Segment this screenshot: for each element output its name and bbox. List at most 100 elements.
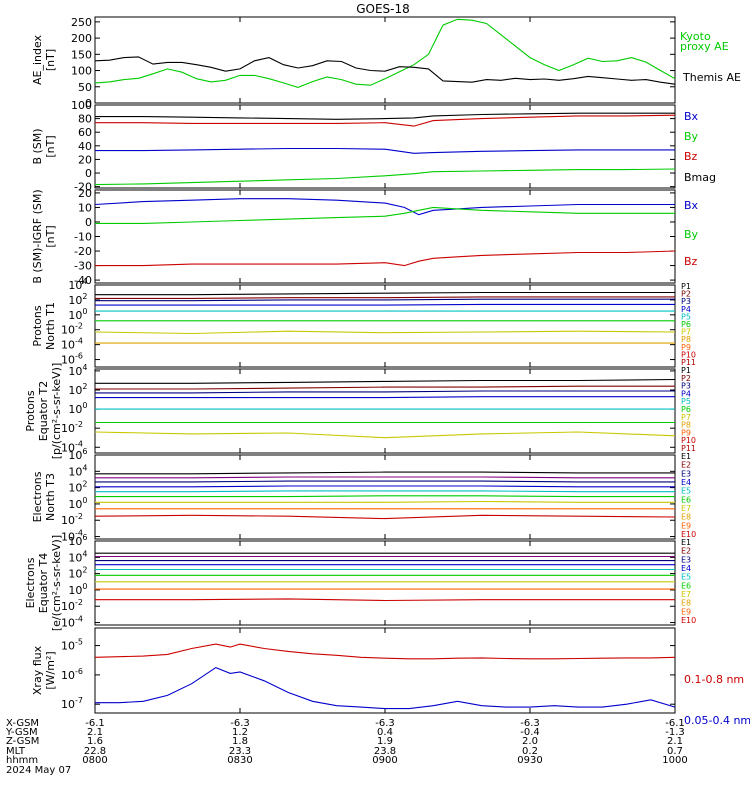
legend-entry: P3 <box>681 297 691 306</box>
y-tick-label: -10 <box>74 231 92 244</box>
series-line <box>95 147 675 154</box>
y-tick-exponent: -4 <box>75 439 83 448</box>
series-line <box>95 378 676 384</box>
y-axis-label: B (SM)-IGRF (SM) <box>31 189 44 283</box>
footer-value: 23.8 <box>374 746 396 757</box>
footer-row-label: Z-GSM <box>6 736 39 747</box>
footer-value: 0900 <box>372 755 397 766</box>
footer-value: -6.3 <box>375 718 395 729</box>
y-tick-label: 40 <box>78 140 92 153</box>
y-tick-exponent: 2 <box>82 480 87 489</box>
footer-value: -6.3 <box>230 718 250 729</box>
y-tick-label: 106 <box>68 447 87 462</box>
y-tick-exponent: 0 <box>82 582 87 591</box>
y-tick-label: 0 <box>85 216 92 229</box>
y-tick-label: 20 <box>78 187 92 200</box>
legend-entry: P11 <box>681 358 696 367</box>
y-axis-label: Protons <box>31 305 44 346</box>
y-tick-label: 20 <box>78 153 92 166</box>
panel-frame <box>94 16 676 104</box>
legend-entry: E4 <box>681 478 691 487</box>
series-line <box>95 385 675 390</box>
footer-value: 0800 <box>82 755 107 766</box>
series-line <box>95 112 675 120</box>
legend-entry: P2 <box>681 374 691 383</box>
series-line <box>94 56 676 85</box>
y-tick-label: 10-4 <box>61 337 83 352</box>
legend-entry: By <box>684 228 699 241</box>
legend-entry: By <box>684 130 699 143</box>
series-line <box>95 495 675 498</box>
y-tick-exponent: 2 <box>82 382 87 391</box>
footer-value: 1.6 <box>87 736 103 747</box>
y-tick-label: 102 <box>68 566 87 581</box>
y-tick-label: 10-4 <box>61 615 83 630</box>
legend-entry: 0.05-0.4 nm <box>684 714 750 727</box>
y-tick-label: 10-2 <box>61 512 83 527</box>
legend-entry: P4 <box>681 305 691 314</box>
legend-entry: E8 <box>681 513 691 522</box>
legend-entry: Bmag <box>684 171 716 184</box>
legend-entry: P4 <box>681 389 691 398</box>
y-axis-label: [nT] <box>44 135 57 157</box>
y-tick-label: 10-7 <box>61 696 83 711</box>
footer-row-label: X-GSM <box>6 718 39 729</box>
series-line <box>95 114 676 127</box>
plot-title: GOES-18 <box>356 2 410 16</box>
y-tick-label: 102 <box>68 382 87 397</box>
y-tick-exponent: -2 <box>75 598 83 607</box>
y-tick-label: 100 <box>68 307 87 322</box>
footer-value: -6.1 <box>665 718 685 729</box>
y-tick-exponent: 4 <box>82 463 87 472</box>
legend-entry: P6 <box>681 320 691 329</box>
legend-entry: P2 <box>681 290 691 299</box>
y-tick-label: 104 <box>68 463 87 478</box>
y-axis-label: B (SM) <box>31 128 44 164</box>
y-tick-label: 10-6 <box>61 667 83 682</box>
y-axis-label: Electrons <box>24 557 37 608</box>
y-tick-label: 100 <box>71 65 92 78</box>
y-tick-label: 10-2 <box>61 598 83 613</box>
y-axis-label: [W/m²] <box>44 651 57 689</box>
panel-8: 10-5 10-6 10-7 Xray flux [W/m²] 0.1-0.8 nm 0.0… <box>31 627 750 727</box>
series-line <box>95 476 675 479</box>
y-axis-label: Xray flux <box>31 645 44 695</box>
series-line <box>95 303 675 306</box>
legend-entry: P5 <box>681 312 691 321</box>
y-tick-label: 100 <box>68 582 87 597</box>
legend-entry: E10 <box>681 530 696 539</box>
legend-entry: Kyoto <box>680 30 711 43</box>
series-line <box>95 471 675 475</box>
y-tick-label: 10 <box>78 201 92 214</box>
footer-value: -6.1 <box>85 718 105 729</box>
series-line <box>95 480 675 483</box>
y-tick-label: -20 <box>74 245 92 258</box>
legend-entry: E2 <box>681 461 691 470</box>
legend-entry: P10 <box>681 350 696 359</box>
y-axis-label: Equator T4 <box>37 553 50 613</box>
footer-value: -1.3 <box>665 727 685 738</box>
y-tick-label: 80 <box>78 113 92 126</box>
legend-entry: E7 <box>681 504 691 513</box>
y-tick-exponent: -4 <box>75 529 83 538</box>
y-tick-label: -40 <box>74 274 92 287</box>
legend-entry: E1 <box>681 452 691 461</box>
legend-entry: E2 <box>681 547 691 556</box>
series-line <box>94 198 675 216</box>
series-line <box>94 514 676 520</box>
y-tick-exponent: 0 <box>82 401 87 410</box>
series-line <box>95 250 676 267</box>
legend-entry: P10 <box>681 436 696 445</box>
series-line <box>95 206 675 224</box>
legend-entry: P9 <box>681 343 691 352</box>
y-tick-label: 104 <box>68 277 87 292</box>
footer-value: 1.8 <box>232 736 248 747</box>
y-axis-label: Protons <box>24 390 37 431</box>
footer-row-label: hhmm <box>6 755 38 766</box>
legend-entry: Bx <box>684 199 699 212</box>
series-line <box>94 643 676 660</box>
y-tick-label: -30 <box>74 260 92 273</box>
